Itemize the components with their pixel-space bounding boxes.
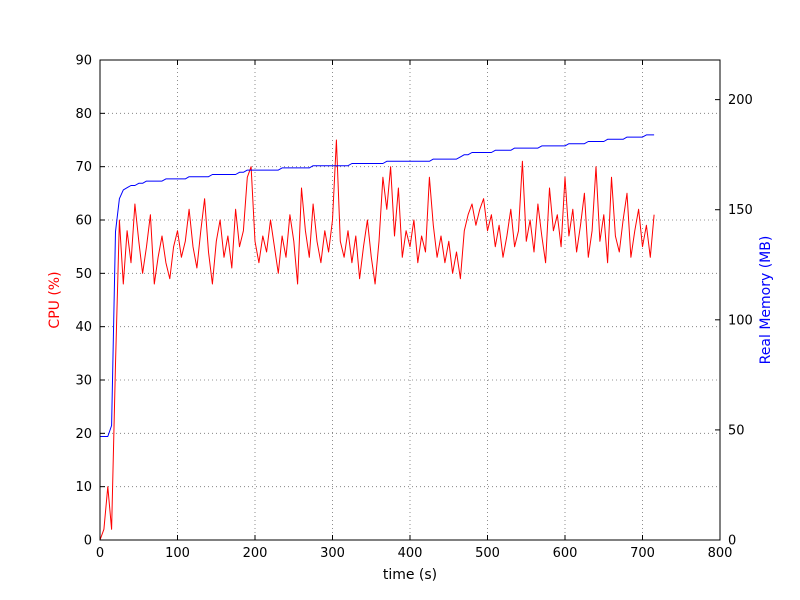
- cpu-line: [99, 139, 655, 541]
- x-tick-label: 600: [553, 546, 578, 561]
- left-y-tick-label: 30: [75, 374, 92, 389]
- left-y-tick-label: 90: [75, 54, 92, 69]
- right-y-tick-label: 0: [728, 534, 736, 549]
- right-y-tick-label: 150: [728, 203, 753, 218]
- right-y-tick-label: 200: [728, 93, 753, 108]
- left-y-tick-label: 0: [84, 534, 92, 549]
- right-y-tick-label: 100: [728, 313, 753, 328]
- left-y-tick-label: 60: [75, 214, 92, 229]
- left-y-axis-label: CPU (%): [47, 271, 63, 329]
- left-y-tick-label: 80: [75, 107, 92, 122]
- right-y-tick-label: 50: [728, 423, 745, 438]
- x-tick-label: 200: [243, 546, 268, 561]
- x-tick-label: 800: [708, 546, 733, 561]
- left-y-tick-label: 20: [75, 427, 92, 442]
- x-tick-label: 300: [320, 546, 345, 561]
- x-tick-label: 0: [96, 546, 104, 561]
- left-y-tick-label: 50: [75, 267, 92, 282]
- x-tick-label: 100: [165, 546, 190, 561]
- left-y-tick-label: 10: [75, 480, 92, 495]
- left-y-tick-label: 70: [75, 160, 92, 175]
- x-tick-label: 700: [630, 546, 655, 561]
- right-y-axis-label: Real Memory (MB): [758, 235, 774, 365]
- x-axis-label: time (s): [382, 567, 438, 583]
- x-tick-label: 400: [398, 546, 423, 561]
- left-y-tick-label: 40: [75, 320, 92, 335]
- memory-line: [100, 134, 655, 437]
- x-tick-label: 500: [475, 546, 500, 561]
